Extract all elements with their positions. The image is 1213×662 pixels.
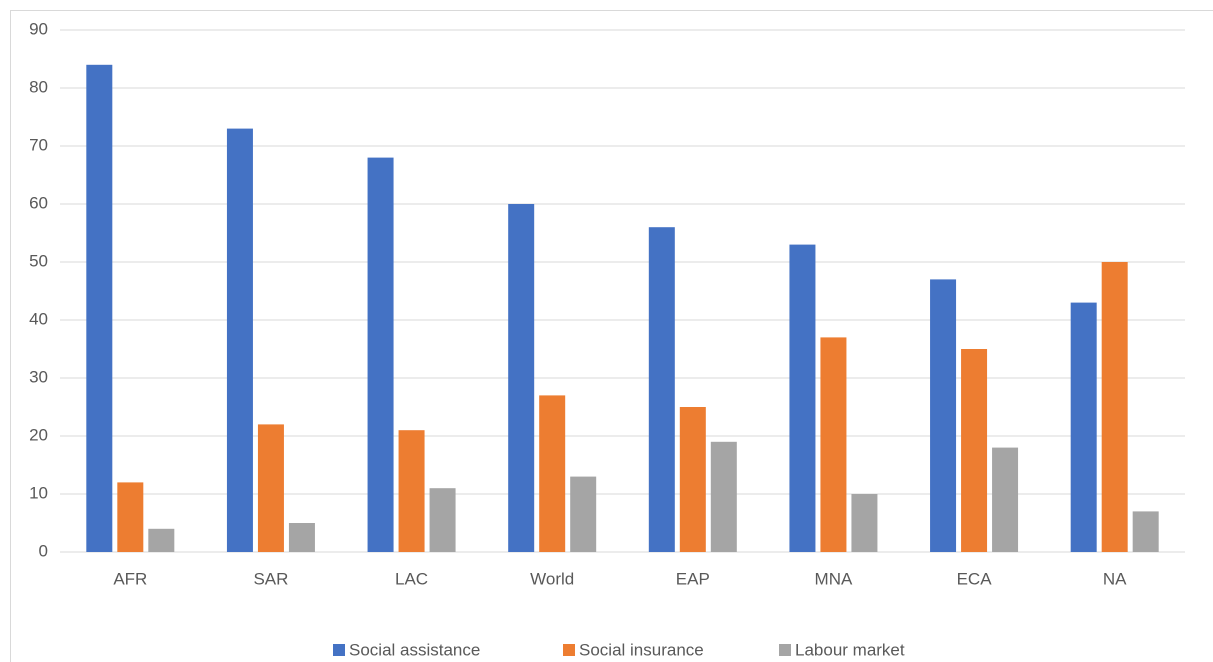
x-tick-label: ECA <box>957 569 993 588</box>
bar <box>820 337 847 552</box>
y-tick-label: 80 <box>29 77 48 96</box>
legend-label: Labour market <box>795 640 905 659</box>
bar <box>710 441 737 552</box>
bar <box>679 407 706 552</box>
x-tick-label: SAR <box>253 569 288 588</box>
bar <box>508 204 535 552</box>
bar <box>288 523 315 552</box>
y-tick-label: 40 <box>29 309 48 328</box>
bar <box>398 430 425 552</box>
legend-swatch <box>563 644 575 656</box>
legend-label: Social assistance <box>349 640 480 659</box>
bar <box>992 447 1019 552</box>
bar <box>570 476 597 552</box>
y-tick-label: 50 <box>29 251 48 270</box>
x-tick-label: MNA <box>815 569 853 588</box>
y-tick-label: 90 <box>29 19 48 38</box>
legend-swatch <box>333 644 345 656</box>
y-tick-label: 10 <box>29 483 48 502</box>
bar <box>789 244 816 552</box>
bar <box>930 279 957 552</box>
legend-label: Social insurance <box>579 640 704 659</box>
bar <box>226 128 253 552</box>
x-tick-label: LAC <box>395 569 428 588</box>
x-tick-label: EAP <box>676 569 710 588</box>
bar <box>86 64 113 553</box>
y-tick-label: 70 <box>29 135 48 154</box>
y-tick-label: 30 <box>29 367 48 386</box>
bar <box>257 424 284 552</box>
bar <box>1132 511 1159 552</box>
bar <box>961 349 988 552</box>
chart-border <box>10 10 1213 662</box>
bar <box>117 482 144 552</box>
bar <box>648 227 675 552</box>
bar <box>1101 262 1128 552</box>
bar <box>851 494 878 552</box>
y-tick-label: 60 <box>29 193 48 212</box>
y-tick-label: 0 <box>39 541 48 560</box>
bar <box>429 488 456 552</box>
x-tick-label: NA <box>1103 569 1127 588</box>
y-tick-label: 20 <box>29 425 48 444</box>
legend-swatch <box>779 644 791 656</box>
bar <box>1070 302 1097 552</box>
bar <box>539 395 566 552</box>
bar <box>367 157 394 552</box>
x-tick-label: AFR <box>113 569 147 588</box>
bar <box>148 528 175 552</box>
x-tick-label: World <box>530 569 574 588</box>
